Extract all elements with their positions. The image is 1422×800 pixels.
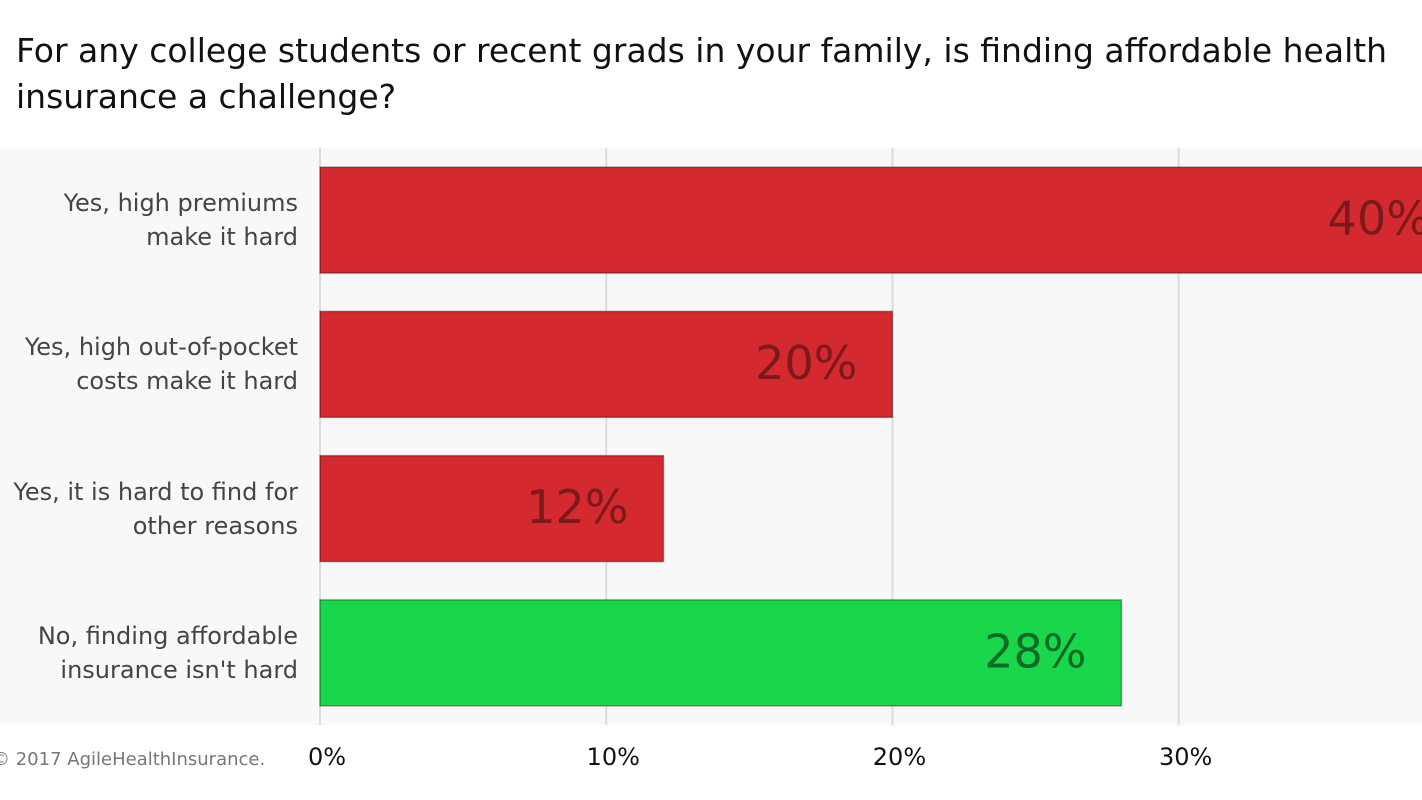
x-tick-label: 30% bbox=[1159, 743, 1212, 771]
bar bbox=[319, 454, 665, 563]
bar bbox=[319, 166, 1422, 274]
value-label: 20% bbox=[755, 336, 857, 390]
y-tick-label: Yes, high premiums make it hard bbox=[63, 189, 298, 252]
x-tick-label: 10% bbox=[587, 743, 640, 771]
footnote: © 2017 AgileHealthInsurance. bbox=[0, 749, 265, 770]
y-tick-label: No, finding affordable insurance isn't h… bbox=[37, 621, 298, 684]
y-tick-label: Yes, it is hard to find for other reason… bbox=[13, 477, 298, 540]
y-tick-label: Yes, high out-of-pocket costs make it ha… bbox=[24, 333, 298, 396]
value-label: 12% bbox=[526, 480, 628, 534]
bar bbox=[319, 599, 1123, 707]
chart-title: For any college students or recent grads… bbox=[16, 31, 1388, 116]
bar bbox=[319, 310, 894, 419]
value-label: 28% bbox=[984, 624, 1086, 678]
x-tick-label: 20% bbox=[873, 743, 926, 771]
value-label: 40% bbox=[1328, 192, 1422, 246]
x-tick-label: 0% bbox=[308, 743, 346, 771]
